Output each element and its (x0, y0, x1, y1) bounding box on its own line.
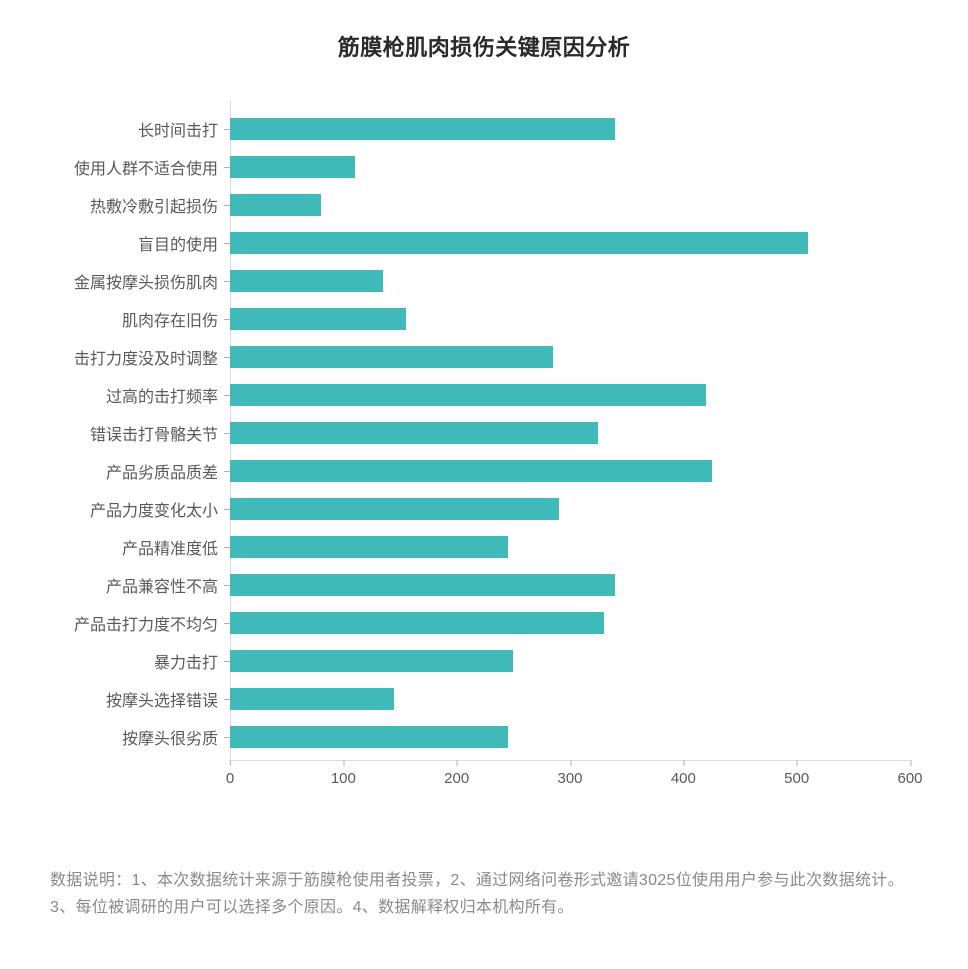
bar-row: 使用人群不适合使用 (230, 148, 355, 186)
footnote: 数据说明：1、本次数据统计来源于筋膜枪使用者投票，2、通过网络问卷形式邀请302… (50, 867, 918, 921)
bar (230, 726, 508, 748)
bar (230, 688, 394, 710)
bar-label: 肌肉存在旧伤 (122, 307, 230, 331)
bar (230, 650, 513, 672)
bar (230, 194, 321, 216)
y-tick-mark (224, 471, 230, 472)
bar-row: 长时间击打 (230, 110, 615, 148)
bar (230, 460, 712, 482)
bar (230, 422, 598, 444)
bar-label: 击打力度没及时调整 (74, 345, 230, 369)
bar (230, 384, 706, 406)
plot-area: 长时间击打使用人群不适合使用热敷冷敷引起损伤盲目的使用金属按摩头损伤肌肉肌肉存在… (230, 100, 918, 800)
y-tick-mark (224, 433, 230, 434)
bar-row: 错误击打骨骼关节 (230, 414, 598, 452)
bar-label: 按摩头选择错误 (106, 687, 230, 711)
y-tick-mark (224, 243, 230, 244)
bar (230, 270, 383, 292)
bar-row: 产品兼容性不高 (230, 566, 615, 604)
y-tick-mark (224, 509, 230, 510)
x-tick: 0 (226, 760, 234, 787)
y-tick-mark (224, 167, 230, 168)
bar-label: 产品劣质品质差 (106, 459, 230, 483)
bar-label: 盲目的使用 (138, 231, 230, 255)
bars-region: 长时间击打使用人群不适合使用热敷冷敷引起损伤盲目的使用金属按摩头损伤肌肉肌肉存在… (230, 100, 910, 760)
bar (230, 232, 808, 254)
bar-label: 产品力度变化太小 (90, 497, 230, 521)
y-tick-mark (224, 547, 230, 548)
bar-row: 击打力度没及时调整 (230, 338, 553, 376)
x-tick: 100 (331, 760, 356, 787)
x-tick: 400 (671, 760, 696, 787)
x-tick: 600 (897, 760, 922, 787)
y-tick-mark (224, 661, 230, 662)
bar-row: 热敷冷敷引起损伤 (230, 186, 321, 224)
y-tick-mark (224, 129, 230, 130)
bar-row: 产品劣质品质差 (230, 452, 712, 490)
y-tick-mark (224, 395, 230, 396)
bar (230, 574, 615, 596)
bar-row: 按摩头选择错误 (230, 680, 394, 718)
bar-row: 产品力度变化太小 (230, 490, 559, 528)
bar-label: 错误击打骨骼关节 (90, 421, 230, 445)
bar-row: 盲目的使用 (230, 224, 808, 262)
bar-label: 长时间击打 (138, 117, 230, 141)
bar-row: 过高的击打频率 (230, 376, 706, 414)
bar-row: 肌肉存在旧伤 (230, 300, 406, 338)
bar-row: 暴力击打 (230, 642, 513, 680)
y-tick-mark (224, 205, 230, 206)
bar-row: 按摩头很劣质 (230, 718, 508, 756)
bar (230, 308, 406, 330)
bar-label: 产品精准度低 (122, 535, 230, 559)
y-tick-mark (224, 585, 230, 586)
chart-container: 筋膜枪肌肉损伤关键原因分析 长时间击打使用人群不适合使用热敷冷敷引起损伤盲目的使… (0, 0, 968, 969)
bar (230, 346, 553, 368)
bar-label: 热敷冷敷引起损伤 (90, 193, 230, 217)
bar-label: 金属按摩头损伤肌肉 (74, 269, 230, 293)
bar (230, 536, 508, 558)
bar (230, 118, 615, 140)
y-tick-mark (224, 623, 230, 624)
bar-label: 过高的击打频率 (106, 383, 230, 407)
x-tick: 500 (784, 760, 809, 787)
bar-row: 产品精准度低 (230, 528, 508, 566)
bar-label: 产品击打力度不均匀 (74, 611, 230, 635)
x-tick: 300 (557, 760, 582, 787)
bar-label: 产品兼容性不高 (106, 573, 230, 597)
bar-label: 使用人群不适合使用 (74, 155, 230, 179)
bar-label: 暴力击打 (154, 649, 230, 673)
y-tick-mark (224, 357, 230, 358)
y-tick-mark (224, 699, 230, 700)
chart-title: 筋膜枪肌肉损伤关键原因分析 (50, 30, 918, 62)
bar-label: 按摩头很劣质 (122, 725, 230, 749)
y-tick-mark (224, 737, 230, 738)
bar (230, 156, 355, 178)
bar-row: 产品击打力度不均匀 (230, 604, 604, 642)
y-tick-mark (224, 281, 230, 282)
bar (230, 612, 604, 634)
bar-row: 金属按摩头损伤肌肉 (230, 262, 383, 300)
x-tick: 200 (444, 760, 469, 787)
y-tick-mark (224, 319, 230, 320)
bar (230, 498, 559, 520)
